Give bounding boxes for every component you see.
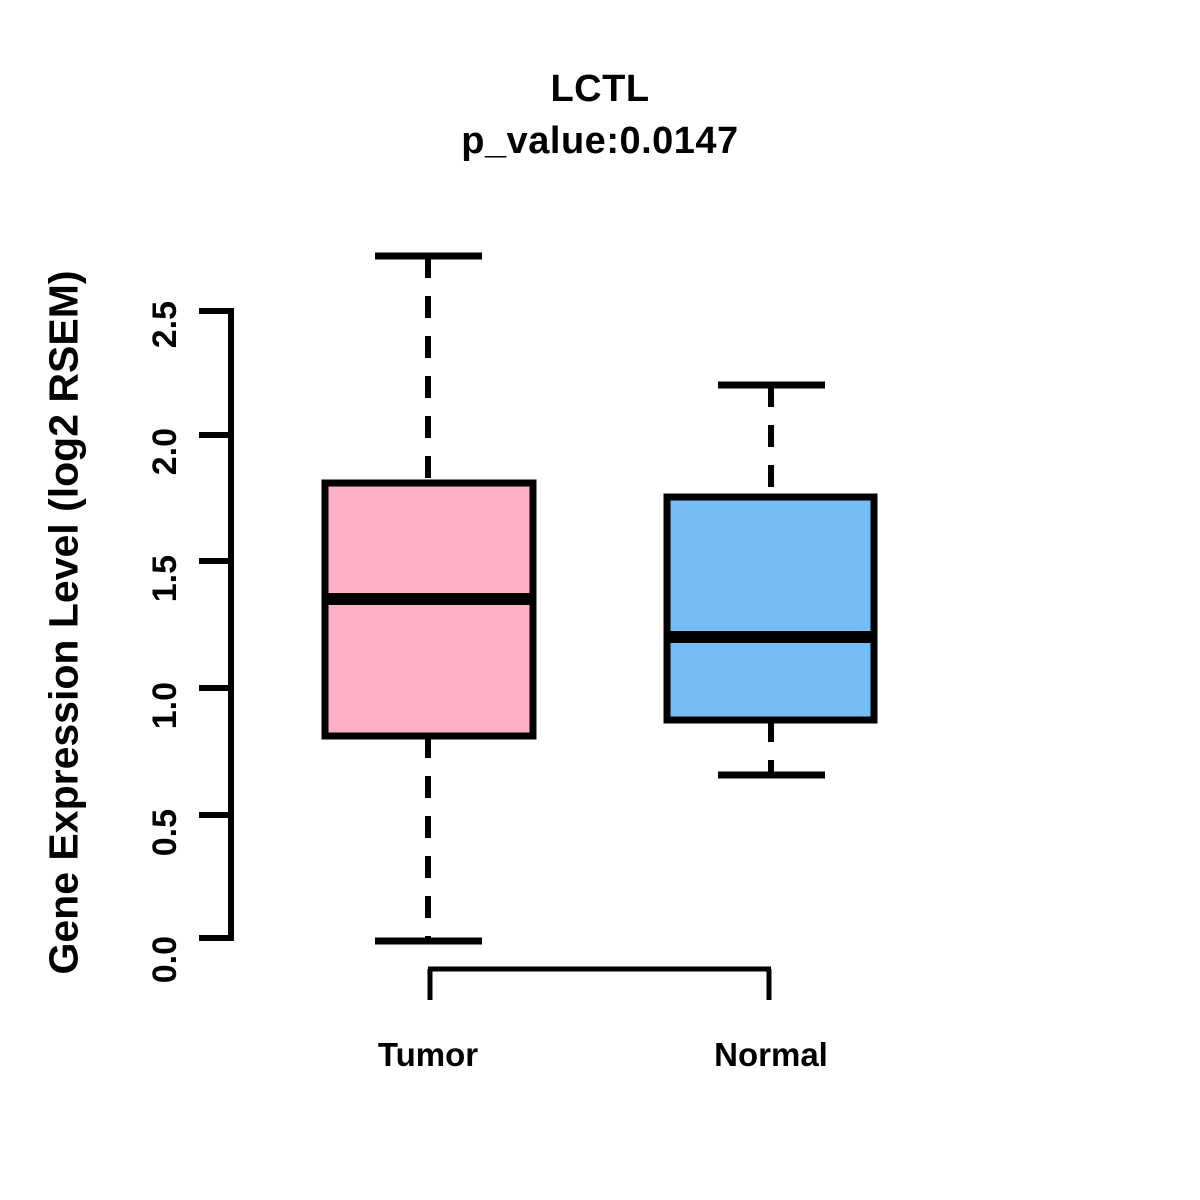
chart-subtitle-pvalue: p_value:0.0147 xyxy=(461,120,739,162)
x-tick-label-tumor: Tumor xyxy=(377,1036,479,1073)
x-axis xyxy=(427,966,772,1000)
page-title: LCTL xyxy=(550,68,650,110)
y-axis xyxy=(199,308,234,941)
box-tumor[interactable] xyxy=(321,252,537,945)
box-normal[interactable] xyxy=(663,381,878,779)
x-tick-label-normal: Normal xyxy=(714,1036,828,1073)
tumor-iqr-rect xyxy=(321,479,537,740)
normal-iqr-rect xyxy=(663,493,878,724)
